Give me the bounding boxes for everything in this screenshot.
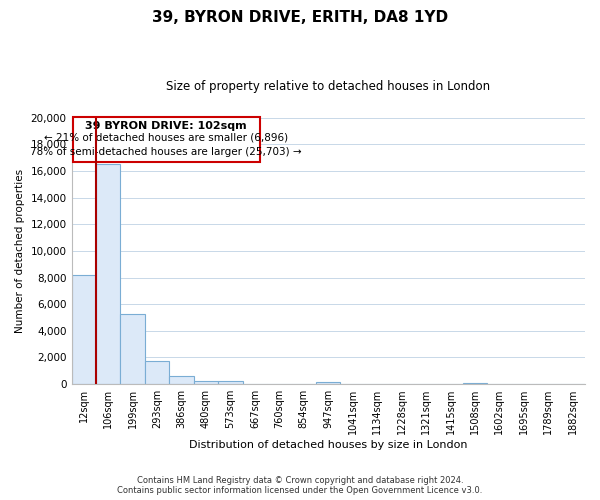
- Y-axis label: Number of detached properties: Number of detached properties: [15, 169, 25, 333]
- Text: 78% of semi-detached houses are larger (25,703) →: 78% of semi-detached houses are larger (…: [31, 148, 302, 158]
- Bar: [71, 275, 96, 384]
- Text: Contains HM Land Registry data © Crown copyright and database right 2024.
Contai: Contains HM Land Registry data © Crown c…: [118, 476, 482, 495]
- Bar: [218, 382, 242, 384]
- Text: 39 BYRON DRIVE: 102sqm: 39 BYRON DRIVE: 102sqm: [85, 121, 247, 131]
- Bar: [145, 361, 169, 384]
- X-axis label: Distribution of detached houses by size in London: Distribution of detached houses by size …: [189, 440, 467, 450]
- Bar: [121, 314, 145, 384]
- Title: Size of property relative to detached houses in London: Size of property relative to detached ho…: [166, 80, 490, 93]
- Bar: [96, 164, 121, 384]
- Bar: [463, 383, 487, 384]
- FancyBboxPatch shape: [73, 117, 260, 162]
- Text: ← 21% of detached houses are smaller (6,896): ← 21% of detached houses are smaller (6,…: [44, 133, 289, 143]
- Bar: [169, 376, 194, 384]
- Text: 39, BYRON DRIVE, ERITH, DA8 1YD: 39, BYRON DRIVE, ERITH, DA8 1YD: [152, 10, 448, 25]
- Bar: [316, 382, 340, 384]
- Bar: [194, 381, 218, 384]
